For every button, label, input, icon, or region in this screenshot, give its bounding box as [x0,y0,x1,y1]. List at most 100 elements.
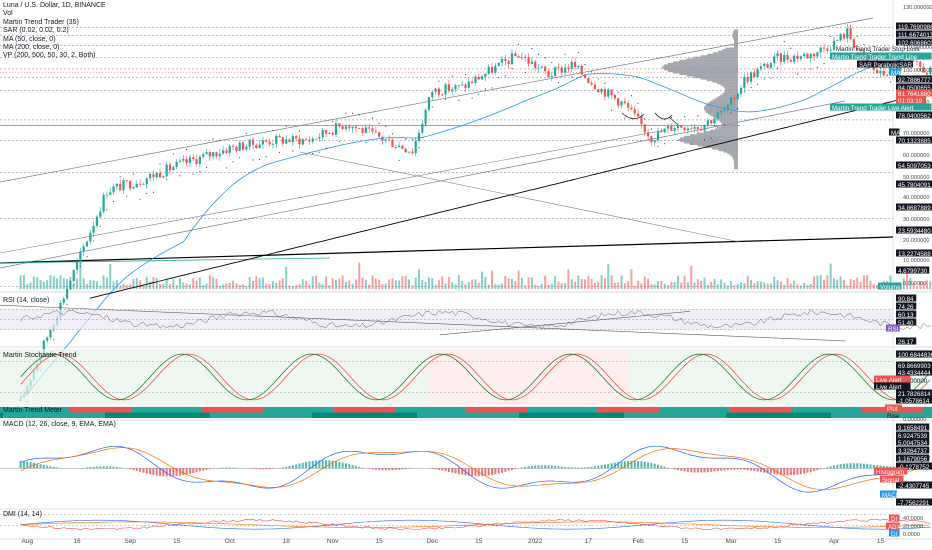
indicator-sar[interactable]: SAR (0.02, 0.02, 0.2) [3,27,69,35]
indicator-ma200[interactable]: MA (200, close, 0) [3,43,60,51]
meter-cell [147,412,150,418]
volume-profile-bar [732,35,738,38]
volume-bar [842,279,845,289]
meter-cell [819,407,822,413]
volume-bar [408,279,411,289]
macd-histogram-bar [218,467,221,469]
volume-profile-bar [673,71,738,74]
meter-cell [573,412,576,418]
meter-cell [507,407,510,413]
macd-histogram-bar [265,468,268,470]
macd-histogram-bar [335,461,337,469]
sar-dot [126,195,128,197]
macd-pane-label[interactable]: MACD (12, 26, close, 9, EMA, EMA) [3,421,116,428]
candle-body [49,330,52,338]
meter-cell [429,412,432,418]
volume-bar [710,281,713,289]
macd-axis-tag-bg [896,462,932,470]
meter-cell [48,407,51,413]
volume-bar [819,275,822,289]
meter-cell [252,407,255,413]
volume-bar [26,284,29,289]
meter-cell [645,407,648,413]
macd-histogram-bar [46,465,49,469]
meter-cell [537,412,540,418]
sar-dot [617,91,619,93]
indicator-ma50[interactable]: MA (50, close, 0) [3,35,56,43]
volume-bar [202,285,205,289]
volume-profile-bar [733,158,738,161]
indicator-martin-trend-trader[interactable]: Martin Trend Trader (35) [3,18,79,26]
candle-body [324,129,328,134]
x-tick-label: 18 [283,538,291,545]
meter-cell [876,407,879,413]
dmi-pane-label[interactable]: DMI (14, 14) [3,511,42,518]
indicator-volume-profile[interactable]: VP (200, 500, 50, 30, 2, Both) [3,52,96,60]
rsi-axis-tag: 26.17 [898,339,914,346]
candle-body [471,81,474,84]
meter-cell [240,412,243,418]
meter-cell [543,407,546,413]
meter-cell [342,407,345,413]
volume-bar [46,280,49,289]
candle-body [384,139,387,141]
volume-profile-bar [733,29,738,31]
series-tag: Volume [880,284,901,291]
candle-body [706,120,709,125]
volume-bar [361,277,364,289]
candle-body [494,65,497,73]
candle-body [275,135,278,144]
meter-cell [906,412,909,418]
meter-cell [231,412,234,418]
meter-cell [783,412,786,418]
sar-dot [352,112,354,114]
meter-cell [75,412,78,418]
sar-dot [730,112,732,114]
meter-cell [291,407,294,413]
macd-histogram-bar [613,462,616,469]
meter-cell [390,407,393,413]
price-axis-label: 30.000000 [903,217,929,223]
candle-body [238,142,241,151]
sar-dot [889,81,891,83]
candle-body [175,161,178,168]
volume-bar [378,279,381,289]
stoch-pane-label[interactable]: Martin Stochastic Trend [3,352,77,359]
sar-dot [537,53,540,55]
meter-cell [852,412,855,418]
price-tag: 92.7886777 [898,77,931,84]
meter-pane-label[interactable]: Martin Trend Meter [3,407,63,414]
candle-body [700,129,703,131]
rsi-pane-label[interactable]: RSI (14, close) [3,297,50,304]
candle-body [600,88,603,93]
macd-histogram-bar [354,465,357,469]
meter-cell [633,412,636,418]
meter-cell [627,412,630,418]
meter-cell [525,412,528,418]
volume-bar [198,277,201,289]
indicator-volume[interactable]: Vol [3,10,13,18]
symbol-title[interactable]: Luna / U.S. Dollar, 1D, BINANCE [3,2,106,9]
volume-profile-bar [715,128,738,130]
meter-cell [642,407,645,413]
macd-histogram-bar [358,466,361,469]
macd-histogram-bar [52,466,55,469]
meter-cell [816,407,819,413]
volume-bar [364,279,367,289]
meter-cell [39,412,42,418]
meter-cell [801,407,804,413]
candle-body [115,183,118,187]
candle-body [490,67,494,73]
meter-cell [270,407,273,413]
candle-body [842,33,846,39]
meter-cell [183,407,186,413]
volume-bar [82,278,85,289]
candle-body [670,126,673,131]
meter-cell [780,412,783,418]
candle-body [756,69,759,77]
macd-histogram-bar [19,460,22,469]
candle-body [497,62,500,66]
meter-cell [96,407,99,413]
volume-profile-bar [731,155,738,158]
